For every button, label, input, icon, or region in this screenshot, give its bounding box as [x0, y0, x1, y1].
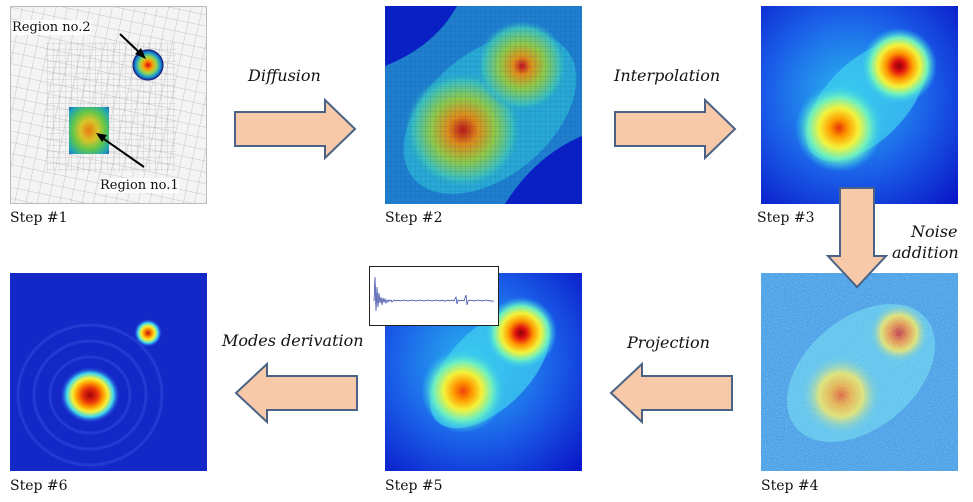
region-no1-label: Region no.1 — [100, 178, 179, 193]
step4-noise-panel — [761, 273, 958, 471]
step2-label: Step #2 — [385, 210, 443, 226]
arrow-step4-to-step5 — [609, 362, 733, 424]
modes-derivation-label: Modes derivation — [222, 331, 364, 350]
step3-label: Step #3 — [757, 210, 815, 226]
arrow-step1-to-step2 — [234, 98, 357, 160]
step2-diffusion-panel — [385, 6, 582, 204]
region-no2-label: Region no.2 — [12, 20, 91, 35]
step6-label: Step #6 — [10, 478, 68, 494]
diffusion-label: Diffusion — [248, 66, 321, 85]
step5-label: Step #5 — [385, 478, 443, 494]
noise-addition-label-line1: Noise — [911, 222, 958, 241]
interpolation-label: Interpolation — [614, 66, 721, 85]
step4-label: Step #4 — [761, 478, 819, 494]
step1-label: Step #1 — [10, 210, 68, 226]
arrow-step3-to-step4 — [826, 187, 888, 289]
spectrum-inset-plot — [369, 266, 499, 326]
arrow-step2-to-step3 — [614, 98, 737, 160]
projection-label: Projection — [627, 333, 710, 352]
step3-interpolation-panel — [761, 6, 958, 204]
noise-addition-label-line2: addition — [892, 243, 959, 262]
arrow-step5-to-step6 — [234, 362, 358, 424]
spectrum-line — [373, 276, 494, 312]
step1-mesh-panel — [10, 6, 207, 204]
step6-modes-panel — [10, 273, 207, 471]
